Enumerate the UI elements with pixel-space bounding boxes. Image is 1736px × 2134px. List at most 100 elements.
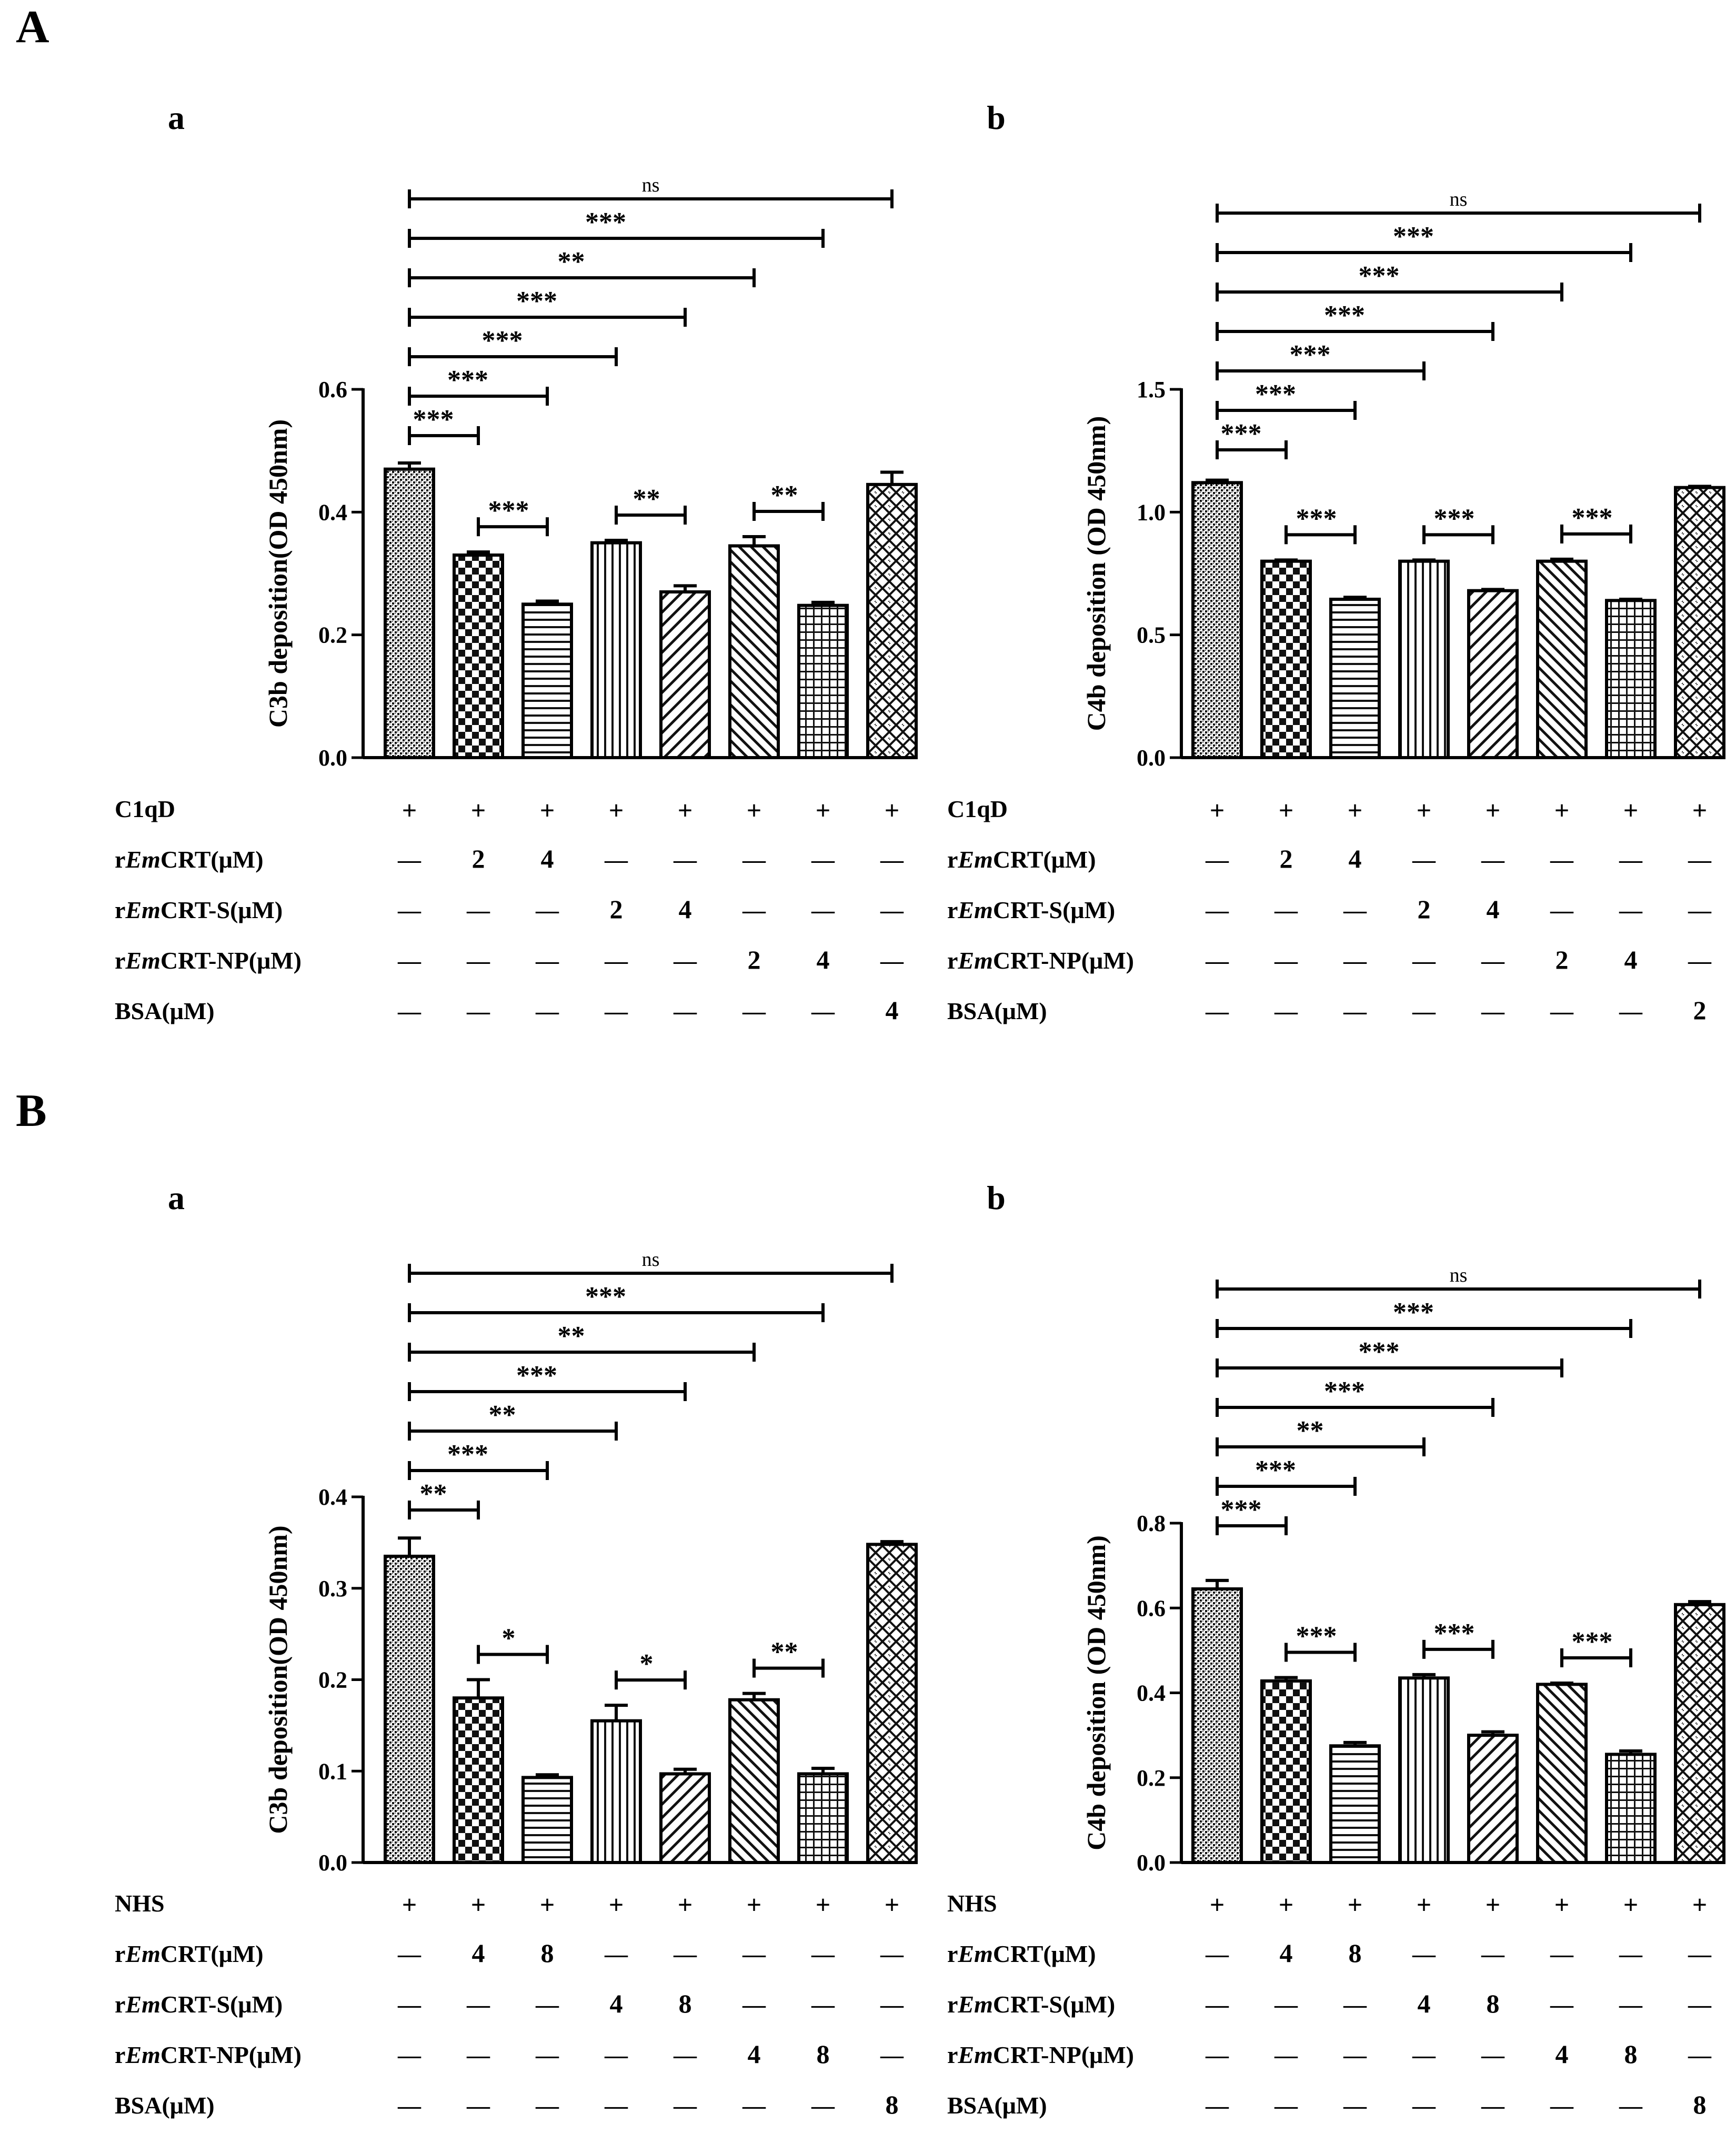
condition-cell: — [880,1941,904,1967]
condition-cell: — [811,2093,835,2119]
condition-label-prefix: r [115,1991,125,2018]
bar [1260,1679,1312,1865]
condition-cell: — [535,898,559,923]
y-tick-label: 1.0 [1137,499,1166,525]
condition-cell: + [1623,796,1639,825]
bar [728,544,780,759]
condition-cell: + [1692,796,1708,825]
condition-label: BSA(μM) [115,2092,215,2119]
condition-cell: — [742,1992,766,2018]
condition-cell: + [1210,1890,1225,1919]
condition-label-rest: CRT-S(μM) [160,1991,283,2018]
condition-label: rEmCRT-S(μM) [115,897,283,923]
condition-label-prefix: BSA(μM) [947,998,1047,1024]
pair-significance-label: *** [488,496,529,526]
bar [453,1696,504,1864]
condition-label-italic: Em [957,846,992,873]
condition-cell: — [1619,999,1643,1024]
condition-cell: — [1688,898,1712,923]
subpanel-letter: b [987,99,1006,136]
condition-cell: — [1205,2042,1229,2068]
condition-label-rest: CRT-NP(μM) [993,947,1134,974]
condition-cell: — [880,2042,904,2068]
bar [590,541,642,759]
condition-cell: + [402,796,417,825]
y-axis-label: C3b deposition(OD 450nm) [263,419,293,728]
condition-label: rEmCRT-S(μM) [947,1991,1115,2018]
condition-cell: 4 [679,894,692,924]
condition-cell: — [1550,1992,1574,2018]
condition-label: rEmCRT-NP(μM) [947,947,1134,974]
condition-cell: + [1417,1890,1432,1919]
y-tick-label: 0.2 [318,1667,347,1693]
condition-cell: — [1343,2042,1367,2068]
y-tick-label: 0.0 [1137,1850,1166,1876]
condition-cell: 4 [1556,2039,1569,2069]
condition-label-italic: Em [125,947,160,974]
condition-label: C1qD [115,796,175,822]
condition-label: rEmCRT(μM) [115,1940,264,1967]
y-tick-label: 0.4 [318,499,347,525]
condition-cell: + [1554,1890,1570,1919]
condition-label: rEmCRT(μM) [947,1940,1096,1967]
condition-cell: — [535,1992,559,2018]
condition-label-prefix: BSA(μM) [115,998,215,1024]
condition-label: rEmCRT-NP(μM) [947,2041,1134,2068]
condition-label-rest: CRT-NP(μM) [993,2041,1134,2068]
condition-cell: — [742,847,766,873]
significance-label: ** [1297,1416,1324,1446]
pair-significance-label: *** [1434,1618,1475,1648]
condition-cell: — [604,999,628,1024]
condition-cell: — [1619,2093,1643,2119]
y-axis-label: C3b deposition(OD 450nm) [263,1525,293,1834]
condition-cell: — [1205,898,1229,923]
subpanel-letter: b [987,1179,1006,1216]
condition-label-prefix: NHS [947,1890,997,1917]
condition-cell: 4 [1280,1938,1293,1968]
condition-cell: 4 [817,945,830,974]
condition-label-prefix: r [947,897,958,923]
condition-label: rEmCRT-S(μM) [115,1991,283,2018]
bar [866,1543,918,1865]
condition-label-italic: Em [957,897,992,923]
condition-cell: — [1343,2093,1367,2119]
y-tick-label: 0.5 [1137,622,1166,648]
condition-cell: — [742,898,766,923]
condition-label-prefix: r [115,846,125,873]
condition-cell: — [1274,1992,1298,2018]
y-tick-label: 1.5 [1137,377,1166,402]
condition-cell: — [466,1992,490,2018]
condition-cell: 2 [1693,995,1707,1025]
condition-cell: — [1550,2093,1574,2119]
condition-cell: + [747,1890,762,1919]
pair-significance-label: * [502,1624,516,1654]
condition-cell: 8 [1487,1989,1500,2018]
subpanel-letter: a [168,1179,185,1216]
pair-significance-label: *** [1434,504,1475,534]
condition-cell: — [673,2042,697,2068]
condition-label-prefix: r [947,1940,958,1967]
significance-label: *** [1324,1376,1365,1406]
condition-cell: — [811,999,835,1024]
condition-cell: — [673,1941,697,1967]
condition-label-prefix: r [947,2041,958,2068]
condition-cell: — [1274,2093,1298,2119]
condition-cell: — [1550,898,1574,923]
condition-label-italic: Em [125,897,160,923]
condition-cell: — [466,2093,490,2119]
subpanel-letter: a [168,99,185,136]
condition-cell: — [1688,948,1712,974]
condition-label-rest: CRT-S(μM) [993,897,1115,923]
bar [1398,559,1450,759]
condition-cell: — [397,847,422,873]
condition-cell: + [885,1890,900,1919]
condition-cell: + [1486,1890,1501,1919]
condition-cell: — [742,999,766,1024]
condition-cell: + [471,796,486,825]
condition-label-prefix: r [115,2041,125,2068]
significance-label: *** [1290,340,1331,370]
condition-label-prefix: C1qD [947,796,1008,822]
pair-significance-label: * [640,1649,654,1679]
condition-cell: + [402,1890,417,1919]
